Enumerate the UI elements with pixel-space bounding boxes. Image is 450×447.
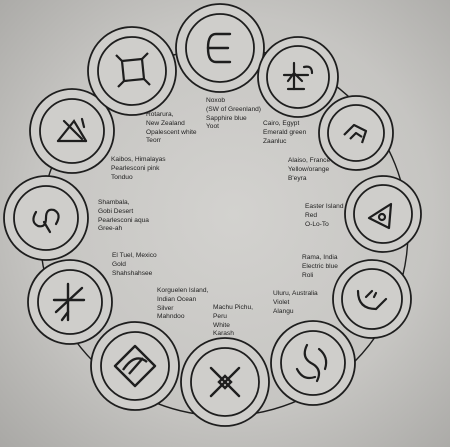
- label-cairo: Cairo, Egypt Emerald green Zaanluc: [263, 120, 307, 145]
- label-shambala: Shambala, Gobi Desert Pearlesconi aqua Gree…: [98, 199, 149, 233]
- medallion-rotarura: [87, 26, 177, 116]
- label-el-tuel: El Tuel, Mexico Gold Shahshahsee: [112, 252, 157, 277]
- wavy-e-icon: [206, 32, 232, 64]
- medallion-rama: [332, 259, 412, 339]
- medallion-machu-pichu: [180, 337, 270, 427]
- medallion-el-tuel: [27, 259, 113, 345]
- chevron-icon: [343, 123, 368, 144]
- arrow-cross-icon: [282, 61, 314, 91]
- diamond-eye-icon: [113, 344, 157, 388]
- cross-x-icon: [209, 366, 241, 398]
- label-rotarura: Rotarura, New Zealand Opalescent white Teor…: [146, 111, 197, 145]
- label-korguelen: Korguelen Island, Indian Ocean Silver Mahnd…: [157, 287, 209, 321]
- medallion-noxob: [175, 3, 265, 93]
- triangle-eye-icon: [367, 202, 393, 230]
- label-alaiso: Alaiso, France Yellow/orange B'eyra: [288, 157, 331, 182]
- medallion-easter-island: [344, 175, 422, 253]
- crescent-face-icon: [356, 289, 388, 311]
- label-machu-pichu: Machu Pichu, Peru White Karash: [213, 304, 253, 338]
- medallion-kaibos: [29, 88, 115, 174]
- medallion-alaiso: [318, 95, 394, 171]
- spiral-scroll-icon: [32, 208, 60, 234]
- cross-hatch-icon: [52, 282, 86, 322]
- label-kaibos: Kaibos, Himalayas Pearlesconi pink Tonduo: [111, 156, 166, 181]
- label-easter-island: Easter Island Red O-Lo-To: [305, 203, 344, 228]
- label-uluru: Uluru, Australia Violet Alangu: [273, 290, 318, 315]
- label-rama: Rama, India Electric blue Roli: [302, 254, 338, 279]
- triangle-cross-icon: [56, 117, 88, 143]
- label-noxob: Noxob (SW of Greenland) Sapphire blue Yoot: [206, 97, 261, 131]
- yin-spiral-icon: [295, 343, 328, 383]
- medallion-shambala: [3, 175, 89, 261]
- square-corners-icon: [115, 52, 151, 88]
- medallion-korguelen: [90, 321, 180, 411]
- medallion-uluru: [270, 320, 356, 406]
- medallion-cairo: [257, 36, 339, 118]
